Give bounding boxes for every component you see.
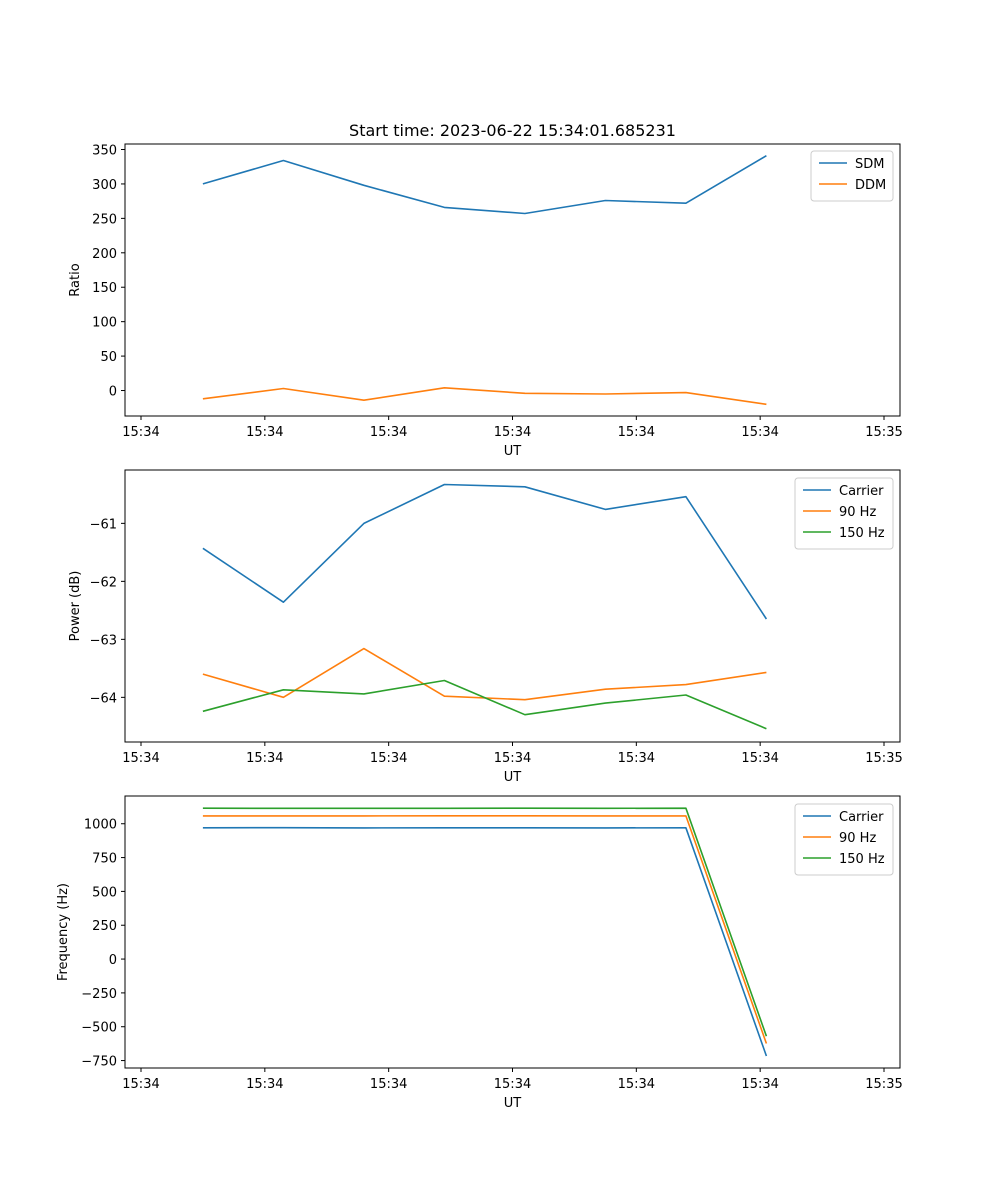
- x-tick-label: 15:34: [246, 1077, 283, 1092]
- series-line-90-hz: [202, 814, 768, 1044]
- x-tick-label: 15:34: [494, 425, 531, 440]
- y-tick-label: 500: [92, 885, 117, 900]
- x-tick-label: 15:34: [618, 425, 655, 440]
- y-tick-label: 300: [92, 178, 117, 193]
- legend: SDM DDM: [810, 150, 894, 202]
- x-tick-label: 15:34: [741, 751, 778, 766]
- series-line-150-hz: [202, 679, 767, 730]
- chart-title: Start time: 2023-06-22 15:34:01.685231: [349, 121, 676, 140]
- series-line-carrier: [202, 826, 768, 1057]
- y-tick-label: −62: [90, 575, 117, 590]
- series-line-carrier: [202, 483, 768, 620]
- legend-label: 90 Hz: [839, 831, 876, 846]
- x-tick-label: 15:35: [865, 751, 902, 766]
- y-axis-label: Ratio: [68, 263, 83, 296]
- x-tick-label: 15:34: [494, 1077, 531, 1092]
- y-tick-label: 0: [109, 953, 117, 968]
- legend: Carrier 90 Hz 150 Hz: [794, 803, 894, 876]
- x-tick-label: 15:35: [865, 425, 902, 440]
- series-line-sdm: [202, 155, 767, 215]
- x-tick-label: 15:34: [741, 425, 778, 440]
- y-tick-label: 250: [92, 212, 117, 227]
- x-tick-label: 15:34: [122, 1077, 159, 1092]
- x-tick-label: 15:34: [370, 1077, 407, 1092]
- legend-label: 90 Hz: [839, 505, 876, 520]
- legend-label: Carrier: [839, 484, 884, 499]
- y-tick-label: −63: [90, 633, 117, 648]
- y-tick-label: −750: [81, 1055, 117, 1070]
- y-tick-label: 50: [100, 350, 117, 365]
- y-tick-label: 0: [109, 385, 117, 400]
- y-axis-label: Frequency (Hz): [56, 883, 71, 981]
- y-tick-label: 750: [92, 852, 117, 867]
- y-tick-label: −61: [90, 517, 117, 532]
- y-tick-label: −64: [90, 691, 117, 706]
- y-tick-label: −250: [81, 987, 117, 1002]
- legend-label: 150 Hz: [839, 852, 885, 867]
- y-tick-label: 200: [92, 247, 117, 262]
- x-tick-label: 15:34: [618, 751, 655, 766]
- x-tick-label: 15:34: [370, 425, 407, 440]
- subplot-3: 15:34 15:34 15:34 15:34 15:34 15:34 15:35 −750 −…: [56, 795, 903, 1111]
- y-tick-label: 250: [92, 919, 117, 934]
- x-tick-label: 15:34: [122, 425, 159, 440]
- legend-label: 150 Hz: [839, 526, 885, 541]
- x-axis-label: UT: [504, 444, 522, 459]
- legend-label: SDM: [855, 157, 884, 172]
- x-tick-label: 15:34: [122, 751, 159, 766]
- series-line-150-hz: [202, 807, 768, 1037]
- legend: Carrier 90 Hz 150 Hz: [794, 477, 894, 550]
- series-line-ddm: [202, 386, 767, 406]
- subplot-1: 15:34 15:34 15:34 15:34 15:34 15:34 15:35 0 50 10…: [68, 143, 903, 459]
- y-tick-label: 150: [92, 281, 117, 296]
- x-tick-label: 15:34: [741, 1077, 778, 1092]
- x-tick-label: 15:34: [246, 425, 283, 440]
- y-tick-label: 100: [92, 316, 117, 331]
- x-tick-label: 15:34: [618, 1077, 655, 1092]
- y-tick-label: 350: [92, 144, 117, 159]
- y-tick-label: −500: [81, 1021, 117, 1036]
- legend-label: DDM: [855, 178, 886, 193]
- subplot-2: 15:34 15:34 15:34 15:34 15:34 15:34 15:35 −64 −6…: [68, 469, 903, 785]
- x-tick-label: 15:34: [246, 751, 283, 766]
- x-axis-label: UT: [504, 770, 522, 785]
- x-tick-label: 15:34: [494, 751, 531, 766]
- legend-label: Carrier: [839, 810, 884, 825]
- x-tick-label: 15:35: [865, 1077, 902, 1092]
- y-tick-label: 1000: [84, 818, 117, 833]
- y-axis-label: Power (dB): [68, 571, 83, 642]
- x-tick-label: 15:34: [370, 751, 407, 766]
- x-axis-label: UT: [504, 1096, 522, 1111]
